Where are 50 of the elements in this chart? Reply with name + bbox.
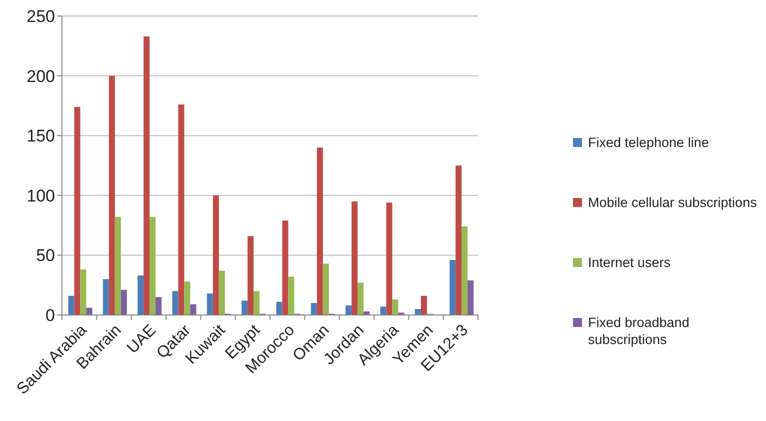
bar — [212, 195, 219, 315]
bar — [392, 299, 398, 315]
legend-label: Fixed broadband subscriptions — [588, 314, 690, 348]
bar — [74, 106, 80, 315]
legend-label: Mobile cellular subscriptions — [588, 194, 758, 211]
bar — [310, 303, 317, 315]
bar — [144, 36, 150, 315]
bar — [346, 305, 352, 315]
bar — [450, 260, 456, 315]
bar — [322, 264, 329, 315]
bar — [456, 166, 462, 315]
bar — [468, 280, 474, 315]
bar — [282, 220, 288, 315]
bar — [380, 306, 386, 315]
bar — [138, 276, 144, 315]
bar — [386, 202, 392, 315]
bar — [190, 304, 196, 315]
legend-label: Internet users — [588, 254, 672, 271]
bar — [420, 296, 427, 315]
bar — [172, 291, 178, 315]
bar — [184, 282, 190, 315]
bar — [150, 216, 156, 315]
bar — [352, 201, 358, 315]
bar — [462, 226, 468, 315]
bar — [414, 309, 421, 315]
y-tick-label: 100 — [26, 186, 55, 206]
bar — [120, 290, 127, 315]
bar — [248, 236, 254, 315]
legend-label: Fixed telephone line — [588, 134, 710, 151]
y-tick-label: 0 — [46, 306, 55, 326]
y-tick-label: 150 — [26, 126, 55, 146]
bar — [218, 270, 225, 315]
bar — [108, 76, 115, 315]
y-tick-label: 250 — [26, 7, 55, 26]
bar — [80, 270, 86, 315]
bar — [276, 302, 282, 315]
bar — [242, 300, 248, 315]
bar — [102, 279, 109, 315]
bar — [254, 291, 260, 315]
bar — [288, 276, 294, 315]
bar — [68, 296, 74, 315]
bar — [114, 216, 121, 315]
bar — [358, 282, 364, 315]
y-tick-label: 50 — [36, 246, 55, 266]
bar — [178, 104, 184, 315]
bar — [86, 308, 92, 315]
bar — [156, 297, 162, 315]
bar — [206, 293, 213, 315]
y-tick-label: 200 — [26, 66, 55, 86]
bar — [316, 148, 323, 315]
